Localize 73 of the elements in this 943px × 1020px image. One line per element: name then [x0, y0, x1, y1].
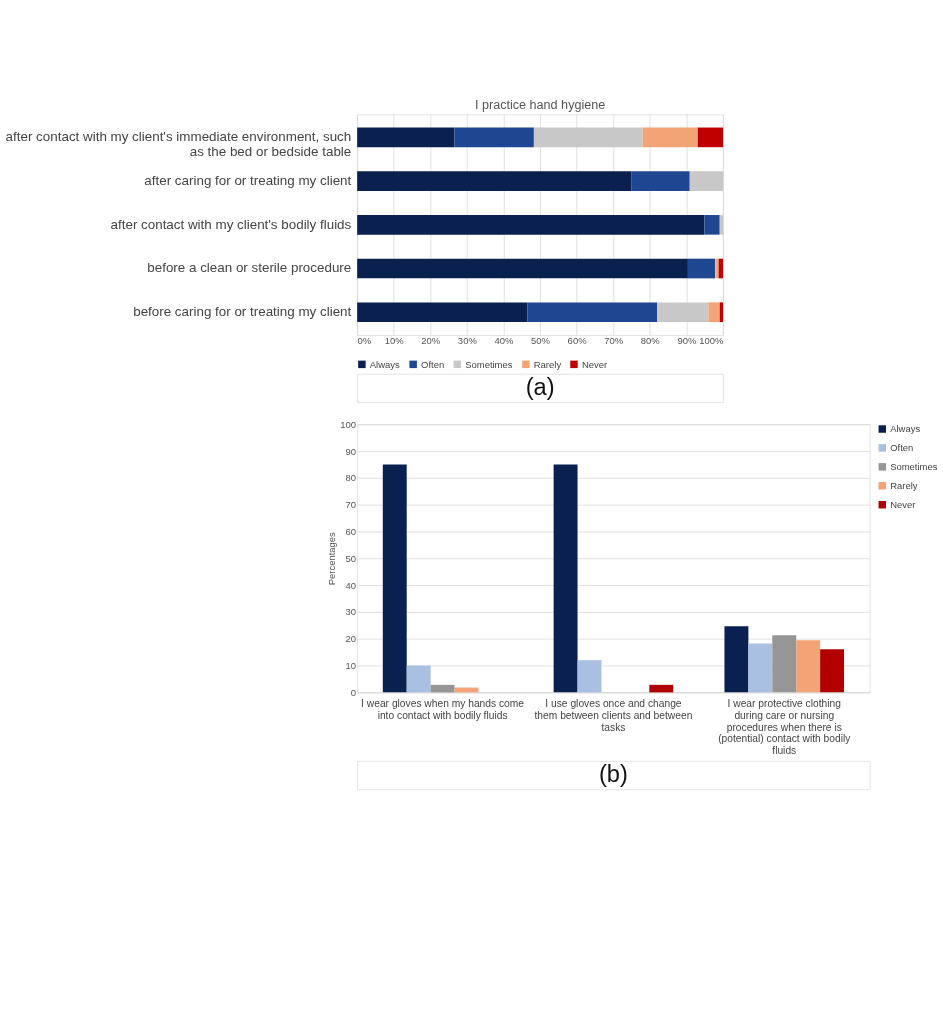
x-tick-label: I wear gloves when my hands come into contact with bodily fluids — [361, 697, 525, 721]
legend-label: Never — [890, 498, 916, 510]
legend-label: Never — [581, 358, 608, 370]
y-tick-label: after caring for or treating my client — [144, 173, 352, 189]
bar — [357, 214, 705, 235]
bar — [657, 302, 709, 323]
y-axis-title: Percentages — [325, 531, 337, 586]
bar — [719, 214, 724, 235]
y-tick-label: 10 — [345, 660, 356, 672]
legend-label: Sometimes — [890, 461, 938, 473]
y-tick-label: 50 — [345, 552, 356, 564]
x-tick-label: 70% — [604, 335, 624, 347]
bar — [704, 214, 720, 235]
bar — [533, 127, 643, 148]
bar — [577, 660, 602, 693]
y-tick-label: 70 — [345, 499, 356, 511]
y-tick-label: before a clean or sterile procedure — [147, 260, 352, 276]
y-tick-label: 60 — [345, 526, 356, 538]
bar — [382, 464, 407, 693]
bar — [708, 302, 720, 323]
legend-label: Often — [890, 442, 914, 454]
x-tick-label: 20% — [421, 335, 441, 347]
x-tick-label: 60% — [567, 335, 588, 347]
x-tick-label: I use gloves once and change them between clients and between tasks — [534, 697, 693, 733]
bar — [527, 302, 658, 323]
bar — [357, 302, 528, 323]
x-tick-label: 90% — [677, 335, 697, 347]
bar — [553, 464, 578, 693]
y-tick-label: after contact with my client's immediate environment, such as the bed or bedside table — [5, 129, 352, 160]
y-tick-label: 0 — [350, 686, 356, 698]
text: (b) — [598, 761, 628, 788]
bar — [687, 258, 715, 279]
y-tick-label: 90 — [345, 445, 356, 457]
chart-title: I practice hand hygiene — [474, 97, 606, 112]
y-tick-label: 100 — [340, 418, 356, 430]
y-tick-label: after contact with my client's bodily fluids — [110, 216, 352, 232]
x-tick-label: 0% — [357, 335, 372, 347]
y-tick-label: 20 — [345, 633, 356, 645]
bar — [357, 258, 688, 279]
legend-label: Always — [369, 358, 400, 370]
legend-label: Often — [421, 358, 445, 370]
bar — [357, 171, 632, 191]
bar — [689, 171, 724, 191]
bar — [772, 635, 797, 693]
text: (a) — [525, 374, 555, 401]
bar — [697, 127, 724, 148]
y-tick-label: 40 — [345, 579, 356, 591]
bar — [796, 640, 821, 693]
legend-label: Always — [890, 423, 921, 435]
legend-label: Rarely — [890, 479, 918, 491]
x-tick-label: I wear protective clothing during care or nursing procedures when there is (potential) contact with bodily fluids — [718, 697, 852, 757]
x-tick-label: 10% — [384, 335, 405, 347]
bar — [724, 626, 749, 693]
x-tick-label: 40% — [494, 335, 514, 347]
bar — [719, 302, 724, 323]
bar — [642, 127, 698, 148]
bar — [454, 127, 534, 148]
bar — [406, 665, 431, 693]
y-tick-label: 80 — [345, 472, 356, 484]
bar — [748, 643, 773, 693]
x-tick-label: 30% — [457, 335, 478, 347]
x-tick-label: 80% — [640, 335, 661, 347]
bar — [357, 127, 455, 148]
y-tick-label: 30 — [345, 606, 356, 618]
x-tick-label: 50% — [531, 335, 551, 347]
legend-label: Rarely — [533, 358, 562, 370]
legend-label: Sometimes — [465, 358, 513, 370]
bar — [430, 684, 455, 693]
y-tick-label: before caring for or treating my client — [133, 304, 352, 320]
x-tick-label: 100% — [699, 335, 724, 347]
bar — [649, 684, 674, 693]
bar — [820, 649, 845, 693]
bar — [631, 171, 690, 191]
